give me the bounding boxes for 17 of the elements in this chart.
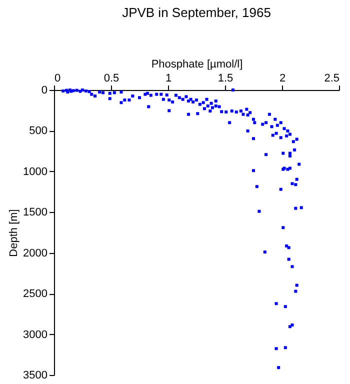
- y-tick-label: 2500: [23, 288, 48, 300]
- x-tick-label: 2.5: [324, 72, 340, 84]
- y-tick-label: 2000: [23, 247, 48, 260]
- y-axis-title: Depth [m]: [8, 209, 20, 257]
- x-tick-label: 1.5: [218, 72, 234, 84]
- y-tick-label: 500: [29, 125, 48, 138]
- y-tick-label: 3500: [23, 370, 48, 382]
- x-tick-label: 2: [279, 72, 286, 84]
- y-tick-label: 1500: [23, 206, 48, 219]
- x-tick-label: 1: [165, 72, 172, 84]
- x-axis-title: Phosphate [µmol/l]: [151, 58, 243, 70]
- y-tick-label: 1000: [23, 166, 48, 178]
- y-tick-label: 0: [41, 84, 48, 96]
- y-tick-label: 3000: [23, 328, 48, 341]
- x-tick-label: 0: [54, 72, 61, 84]
- chart-title: JPVB in September, 1965: [122, 5, 271, 20]
- x-tick-label: 0.5: [104, 72, 120, 84]
